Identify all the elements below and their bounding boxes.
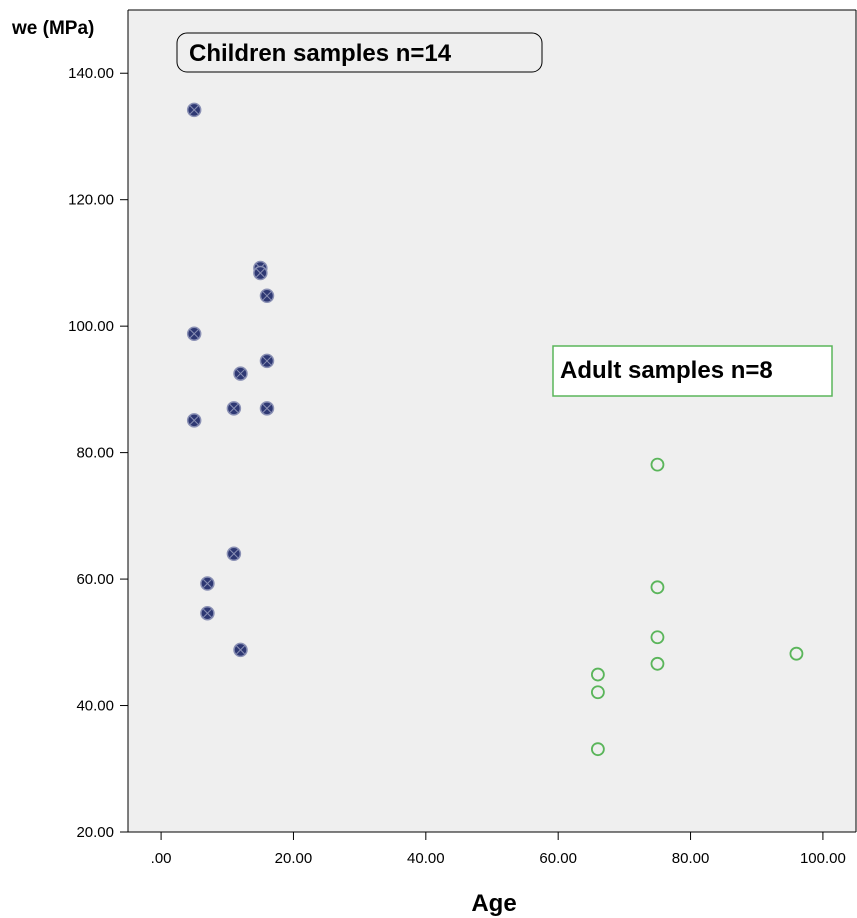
x-axis-title: Age [471,890,516,917]
y-axis-title: we (MPa) [11,18,94,39]
child-sample-point [200,576,215,591]
child-sample-point [186,326,202,341]
adult-sample-point [590,685,605,700]
y-tick-label: 120.00 [68,192,114,209]
x-axis-ticks: .00 20.00 40.00 60.00 80.00 100.00 [151,832,846,867]
legend-children-label: Children samples n=14 [189,40,452,67]
child-sample-point [186,102,202,118]
adult-sample-point [650,630,665,645]
child-sample-point [226,401,242,416]
y-tick-label: 20.00 [76,824,114,841]
y-axis-ticks: 20.00 40.00 60.00 80.00 100.00 120.00 140.00 [68,65,128,841]
child-sample-point [200,605,215,621]
y-tick-label: 80.00 [76,445,114,462]
child-sample-point [253,265,268,281]
legend-adult-box [552,345,833,397]
child-sample-point [259,288,275,304]
plot-area [128,10,856,832]
y-tick-label: 60.00 [76,571,114,588]
legend-children-box [176,32,543,73]
x-tick-label: 60.00 [539,850,577,867]
adult-sample-point [590,742,605,757]
child-sample-point [233,642,248,658]
child-sample-point [186,413,202,428]
child-sample-point [226,546,242,562]
child-sample-point [259,401,275,416]
adult-sample-point [650,457,665,472]
adult-sample-point [789,646,804,661]
x-tick-label: 20.00 [275,850,313,867]
x-tick-label: 40.00 [407,850,445,867]
child-sample-point [233,366,248,381]
data-points [186,102,804,757]
legend-adult: Adult samples n=8 [552,345,833,397]
adult-sample-point [650,656,665,671]
x-tick-label: 100.00 [800,850,846,867]
legend-adult-label: Adult samples n=8 [560,357,773,384]
x-tick-label: .00 [151,850,172,867]
y-tick-label: 140.00 [68,65,114,82]
adult-sample-point [650,580,665,595]
child-sample-point [259,353,275,369]
adult-sample-point [590,667,605,682]
x-tick-label: 80.00 [672,850,710,867]
y-tick-label: 100.00 [68,318,114,335]
legend-children: Children samples n=14 [176,32,543,73]
y-tick-label: 40.00 [76,698,114,715]
